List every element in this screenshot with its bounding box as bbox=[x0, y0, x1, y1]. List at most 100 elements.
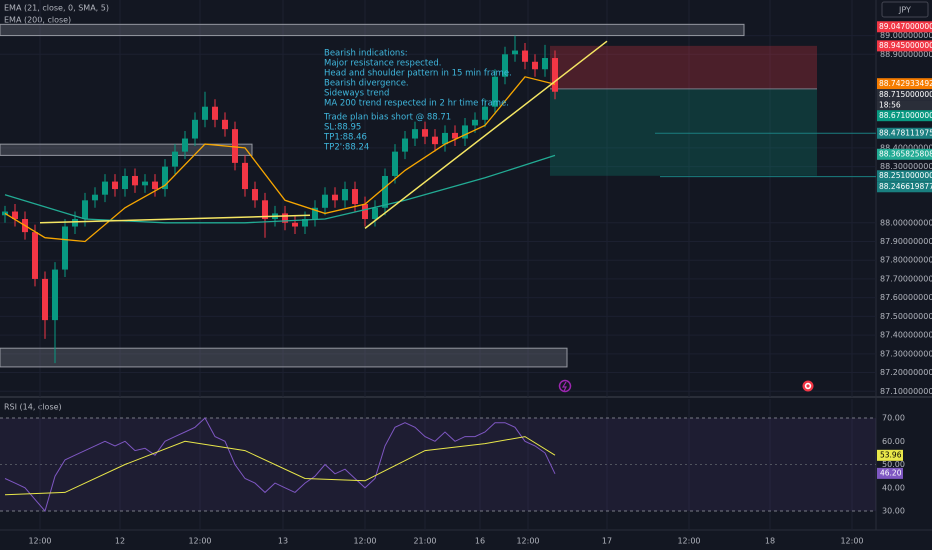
candle-body bbox=[362, 204, 368, 220]
price-badge bbox=[877, 148, 932, 160]
candle-body bbox=[292, 222, 298, 227]
price-badge bbox=[877, 127, 932, 139]
candle-body bbox=[322, 194, 328, 208]
y-tick-label: 88.30000000 bbox=[880, 162, 932, 171]
candle-body bbox=[72, 219, 78, 227]
price-badge-label: 88.24661987726 bbox=[879, 182, 932, 191]
candle-body bbox=[332, 194, 338, 201]
candle-body bbox=[232, 129, 238, 163]
price-badge-label: 88.74293349209 bbox=[879, 79, 932, 88]
candle-body bbox=[382, 175, 388, 208]
rsi-tick-label: 70.00 bbox=[882, 414, 905, 423]
candle-body bbox=[492, 76, 498, 107]
annotation-text[interactable]: Sideways trend bbox=[324, 89, 389, 99]
annotation-text[interactable]: Major resistance respected. bbox=[324, 59, 442, 69]
candle-body bbox=[442, 132, 448, 145]
price-badge bbox=[877, 181, 932, 193]
price-badge-label: 88.71500000000 bbox=[879, 90, 932, 99]
annotation-text[interactable]: SL:88.95 bbox=[324, 123, 361, 133]
candle-body bbox=[62, 226, 68, 270]
candle-body bbox=[512, 50, 518, 55]
candle-body bbox=[182, 138, 188, 152]
price-badge-label: 88.47811197524 bbox=[879, 128, 932, 137]
legend-ema21[interactable]: EMA (21, close, 0, SMA, 5) bbox=[4, 4, 109, 13]
price-badge-label: 88.67100000000 bbox=[879, 111, 932, 120]
x-tick-label: 17 bbox=[602, 537, 612, 546]
stop-zone[interactable] bbox=[550, 45, 817, 89]
lines-layer bbox=[4, 40, 608, 243]
candle-body bbox=[132, 175, 138, 186]
currency[interactable]: JPY bbox=[898, 6, 911, 15]
candle-body bbox=[202, 106, 208, 120]
countdown: 18:56 bbox=[879, 100, 901, 109]
y-tick-label: 88.00000000 bbox=[880, 218, 932, 227]
candle-body bbox=[392, 151, 398, 176]
candle-body bbox=[252, 189, 258, 201]
candle-body bbox=[342, 189, 348, 201]
rsi-tick-label: 60.00 bbox=[882, 437, 905, 446]
x-tick-label: 18 bbox=[765, 537, 775, 546]
y-tick-label: 89.00000000 bbox=[880, 31, 932, 40]
rsi-line bbox=[4, 436, 556, 496]
y-tick-label: 88.40000000 bbox=[880, 143, 932, 152]
sr-zone[interactable] bbox=[0, 143, 253, 156]
candle-body bbox=[152, 181, 158, 190]
x-tick-label: 16 bbox=[475, 537, 485, 546]
zones-layer bbox=[0, 23, 745, 368]
y-tick-label: 87.70000000 bbox=[880, 274, 932, 283]
x-tick-label: 12:00 bbox=[516, 537, 539, 546]
candle-body bbox=[432, 136, 438, 145]
price-badge bbox=[877, 78, 932, 90]
rsi-line bbox=[4, 417, 556, 513]
trend-line bbox=[364, 40, 608, 229]
y-tick-label: 87.30000000 bbox=[880, 349, 932, 358]
price-badge-label: 89.04700000000 bbox=[879, 22, 932, 31]
annotation-text[interactable]: TP1:88.46 bbox=[323, 133, 367, 143]
rsi-layer bbox=[0, 417, 876, 513]
annotation-text[interactable]: Bearish divergence. bbox=[324, 79, 409, 89]
trend-line bbox=[39, 214, 311, 224]
rsi-tick-label: 30.00 bbox=[882, 507, 905, 516]
price-badge bbox=[877, 21, 932, 33]
candle-body bbox=[302, 219, 308, 227]
alert-icon[interactable] bbox=[558, 379, 572, 393]
annotation-text[interactable]: Trade plan bias short @ 88.71 bbox=[323, 113, 451, 123]
rsi-tick-label: 50.00 bbox=[882, 460, 905, 469]
event-icon[interactable] bbox=[802, 380, 814, 392]
annotation-text[interactable]: Head and shoulder pattern in 15 min fram… bbox=[324, 69, 512, 79]
x-tick-label: 12:00 bbox=[840, 537, 863, 546]
candle-body bbox=[142, 181, 148, 186]
y-tick-label: 87.90000000 bbox=[880, 237, 932, 246]
rsi-badge-label: 46.20 bbox=[880, 469, 902, 478]
sr-zone[interactable] bbox=[0, 347, 568, 368]
x-tick-label: 12:00 bbox=[28, 537, 51, 546]
candle-body bbox=[52, 269, 58, 321]
legend-ema200[interactable]: EMA (200, close) bbox=[4, 16, 71, 25]
candle-body bbox=[92, 194, 98, 201]
candle-body bbox=[262, 200, 268, 220]
candle-body bbox=[162, 166, 168, 190]
candle-body bbox=[42, 278, 48, 321]
y-tick-label: 88.90000000 bbox=[880, 50, 932, 59]
candle-body bbox=[12, 211, 18, 220]
y-tick-label: 87.20000000 bbox=[880, 368, 932, 377]
price-badge-label: 88.94500000000 bbox=[879, 41, 932, 50]
candle-body bbox=[372, 207, 378, 220]
x-tick-label: 12:00 bbox=[188, 537, 211, 546]
currency-box[interactable] bbox=[881, 1, 929, 18]
x-tick-label: 13 bbox=[278, 537, 288, 546]
sr-zone[interactable] bbox=[0, 23, 745, 37]
target-zone[interactable] bbox=[550, 88, 817, 176]
annotation-text[interactable]: MA 200 trend respected in 2 hr time fram… bbox=[324, 99, 509, 109]
price-badge bbox=[877, 170, 932, 182]
candle-body bbox=[172, 151, 178, 167]
countdown-bg bbox=[877, 100, 932, 111]
annotation-text[interactable]: TP2':88.24 bbox=[323, 143, 369, 153]
candle-body bbox=[282, 213, 288, 223]
annotation-text[interactable]: Bearish indications: bbox=[324, 49, 408, 59]
rsi-title[interactable]: RSI (14, close) bbox=[4, 403, 62, 412]
y-tick-label: 87.10000000 bbox=[880, 387, 932, 396]
candle-body bbox=[542, 58, 548, 70]
